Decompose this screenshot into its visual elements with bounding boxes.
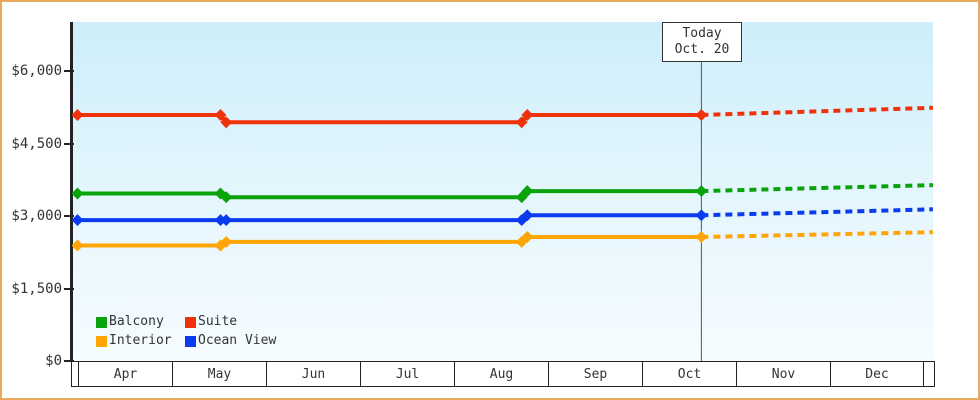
- y-axis-tick: [64, 288, 74, 290]
- y-axis-tick: [64, 215, 74, 217]
- legend-item-ocean-view: Ocean View: [185, 334, 276, 348]
- month-cell-sep: Sep: [548, 362, 642, 386]
- ocean-view-swatch-icon: [185, 335, 196, 347]
- month-cell-jun: Jun: [266, 362, 360, 386]
- today-marker-box: Today Oct. 20: [662, 22, 742, 62]
- legend-label: Suite: [198, 314, 238, 329]
- month-cell-may: May: [172, 362, 266, 386]
- y-axis: [70, 22, 73, 361]
- legend-item-suite: Suite: [185, 315, 237, 329]
- interior-swatch-icon: [96, 335, 107, 347]
- legend-item-interior: Interior: [96, 334, 172, 348]
- legend-label: Ocean View: [198, 333, 277, 348]
- legend-label: Interior: [109, 333, 172, 348]
- month-cell-jul: Jul: [360, 362, 454, 386]
- y-axis-tick: [64, 143, 74, 145]
- month-cell-aug: Aug: [454, 362, 548, 386]
- y-axis-label: $0: [45, 353, 62, 369]
- y-axis-label: $3,000: [11, 208, 62, 224]
- month-cell-oct: Oct: [642, 362, 736, 386]
- month-cell-dec: Dec: [830, 362, 924, 386]
- y-axis-tick: [64, 70, 74, 72]
- y-axis-label: $1,500: [11, 281, 62, 297]
- today-label: Today: [682, 26, 722, 41]
- y-axis-label: $4,500: [11, 136, 62, 152]
- suite-swatch-icon: [185, 316, 196, 328]
- y-axis-label: $6,000: [11, 63, 62, 79]
- balcony-swatch-icon: [96, 316, 107, 328]
- x-axis-month-band: Apr May Jun Jul Aug Sep Oct Nov Dec: [71, 361, 935, 387]
- legend-item-balcony: Balcony: [96, 315, 164, 329]
- legend-label: Balcony: [109, 314, 164, 329]
- today-date: Oct. 20: [674, 42, 730, 57]
- month-cell-apr: Apr: [78, 362, 172, 386]
- month-cell-nov: Nov: [736, 362, 830, 386]
- y-axis-tick: [64, 360, 74, 362]
